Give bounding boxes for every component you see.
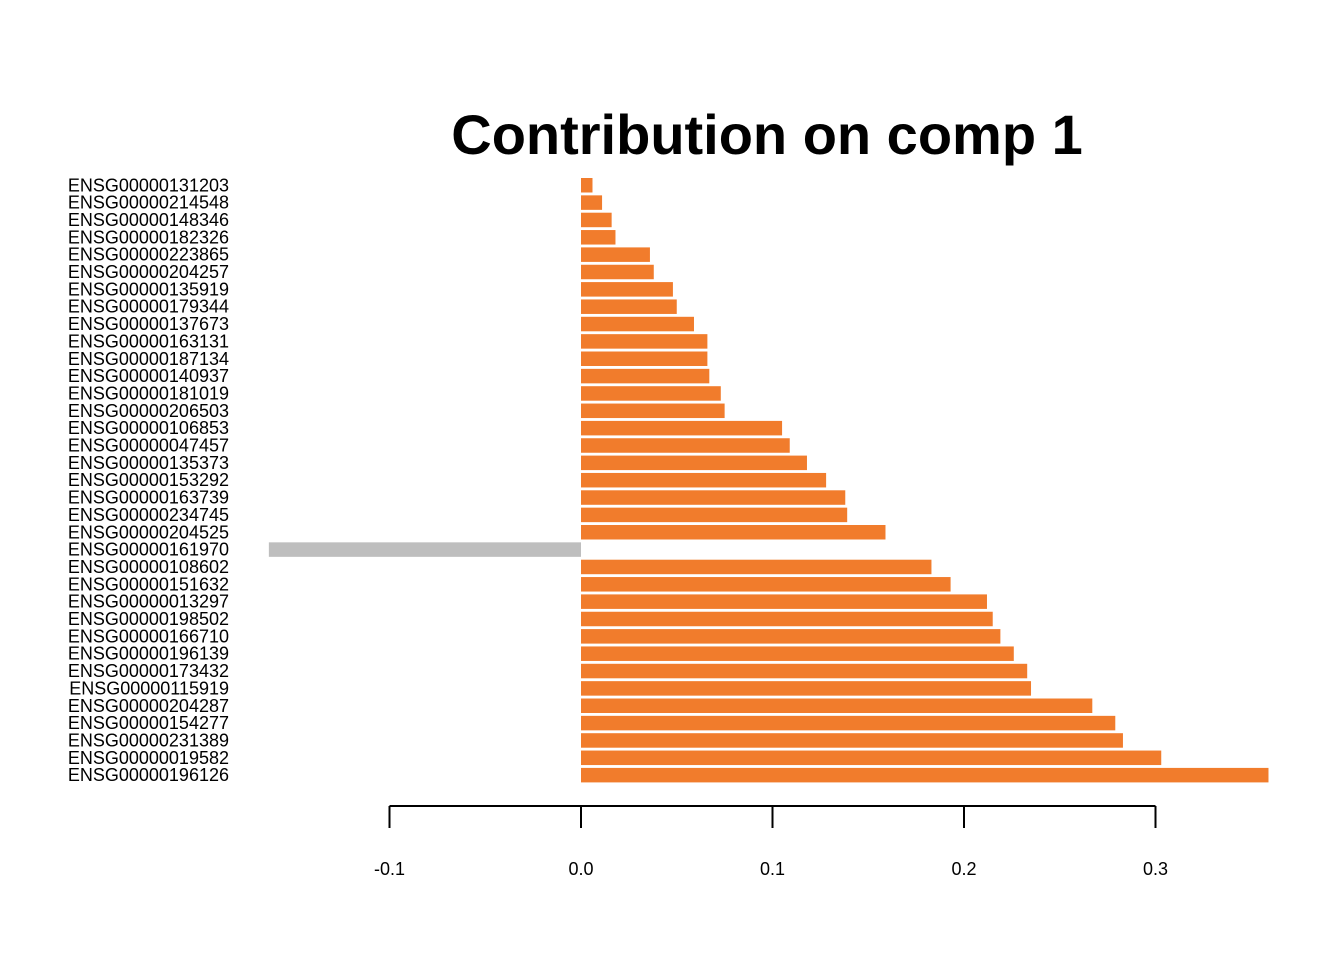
category-label: ENSG00000161970 [68, 540, 229, 560]
category-label: ENSG00000135373 [68, 453, 229, 473]
x-tick-label: 0.0 [568, 859, 593, 879]
bar-ENSG00000214548 [581, 195, 603, 210]
bar-ENSG00000013297 [581, 594, 987, 609]
bar-ENSG00000153292 [581, 472, 827, 488]
bar-ENSG00000179344 [581, 299, 677, 314]
bar-ENSG00000182326 [581, 230, 616, 245]
x-tick-label: 0.3 [1143, 859, 1168, 879]
category-label: ENSG00000108602 [68, 557, 229, 577]
category-label: ENSG00000047457 [68, 436, 229, 456]
category-label: ENSG00000181019 [68, 383, 229, 403]
category-label: ENSG00000019582 [68, 748, 229, 768]
bar-ENSG00000204257 [581, 264, 654, 280]
bar-ENSG00000198502 [581, 611, 993, 627]
category-labels-group: ENSG00000131203ENSG00000214548ENSG000001… [68, 175, 229, 785]
bar-ENSG00000140937 [581, 368, 710, 384]
category-label: ENSG00000153292 [68, 470, 229, 490]
bar-ENSG00000163739 [581, 490, 846, 505]
bar-ENSG00000204525 [581, 525, 886, 540]
bar-ENSG00000166710 [581, 629, 1001, 644]
category-label: ENSG00000137673 [68, 314, 229, 334]
bar-ENSG00000151632 [581, 577, 951, 592]
category-label: ENSG00000135919 [68, 279, 229, 299]
bar-ENSG00000135919 [581, 282, 673, 297]
bar-ENSG00000148346 [581, 212, 612, 228]
bar-ENSG00000108602 [581, 559, 932, 575]
bar-ENSG00000187134 [581, 351, 708, 366]
bar-ENSG00000154277 [581, 715, 1116, 731]
category-label: ENSG00000163739 [68, 488, 229, 508]
category-label: ENSG00000163131 [68, 331, 229, 351]
x-tick-label: 0.1 [760, 859, 785, 879]
category-label: ENSG00000187134 [68, 349, 229, 369]
category-label: ENSG00000204257 [68, 262, 229, 282]
category-label: ENSG00000173432 [68, 661, 229, 681]
category-label: ENSG00000166710 [68, 626, 229, 646]
category-label: ENSG00000214548 [68, 193, 229, 213]
bar-ENSG00000163131 [581, 334, 708, 349]
category-label: ENSG00000206503 [68, 401, 229, 421]
category-label: ENSG00000013297 [68, 592, 229, 612]
category-label: ENSG00000151632 [68, 574, 229, 594]
bar-ENSG00000206503 [581, 403, 725, 419]
x-tick-label: 0.2 [951, 859, 976, 879]
x-tick-label: -0.1 [374, 859, 405, 879]
bar-ENSG00000161970 [268, 542, 581, 557]
bar-ENSG00000115919 [581, 681, 1032, 696]
category-label: ENSG00000196126 [68, 765, 229, 785]
category-label: ENSG00000115919 [69, 678, 229, 698]
category-label: ENSG00000204525 [68, 522, 229, 542]
bar-ENSG00000231389 [581, 733, 1123, 748]
category-label: ENSG00000198502 [68, 609, 229, 629]
chart-title: Contribution on comp 1 [451, 103, 1082, 166]
bar-ENSG00000106853 [581, 420, 783, 436]
bar-ENSG00000047457 [581, 438, 790, 453]
bar-ENSG00000019582 [581, 750, 1162, 766]
category-label: ENSG00000196139 [68, 644, 229, 664]
category-label: ENSG00000234745 [68, 505, 229, 525]
category-label: ENSG00000140937 [68, 366, 229, 386]
category-label: ENSG00000131203 [68, 175, 229, 195]
bar-ENSG00000196139 [581, 646, 1014, 661]
bar-ENSG00000173432 [581, 663, 1028, 679]
category-label: ENSG00000106853 [68, 418, 229, 438]
category-label: ENSG00000231389 [68, 730, 229, 750]
category-label: ENSG00000204287 [68, 696, 229, 716]
bar-ENSG00000181019 [581, 386, 721, 401]
category-label: ENSG00000154277 [68, 713, 229, 733]
bar-ENSG00000234745 [581, 507, 848, 523]
bars-group [268, 178, 1269, 783]
bar-ENSG00000131203 [581, 178, 593, 193]
bar-ENSG00000204287 [581, 698, 1093, 713]
category-label: ENSG00000148346 [68, 210, 229, 230]
x-axis: -0.1 0.0 0.1 0.2 0.3 [374, 805, 1168, 879]
bar-ENSG00000223865 [581, 247, 650, 262]
bar-ENSG00000137673 [581, 316, 694, 332]
bar-ENSG00000135373 [581, 455, 807, 471]
category-label: ENSG00000182326 [68, 227, 229, 247]
bar-ENSG00000196126 [581, 767, 1269, 783]
category-label: ENSG00000223865 [68, 245, 229, 265]
category-label: ENSG00000179344 [68, 297, 229, 317]
